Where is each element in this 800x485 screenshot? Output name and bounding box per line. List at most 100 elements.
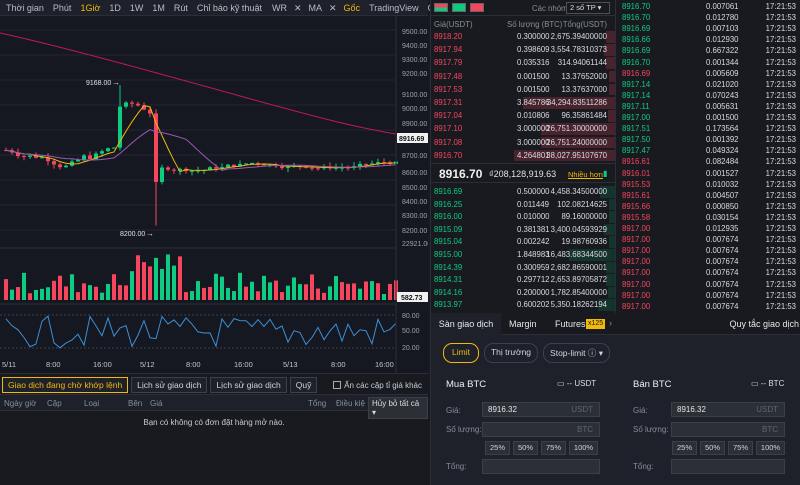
volume-bar (130, 271, 134, 300)
col-price: Giá (150, 399, 163, 408)
trade-row: 8916.69 0.667322 17:21:53 (616, 45, 800, 56)
indicators-button[interactable]: Chỉ báo kỹ thuật (196, 2, 262, 13)
candle-body (346, 167, 350, 169)
ask-row[interactable]: 8917.79 0.035316 314.94061144 (431, 57, 615, 70)
trading-rules-link[interactable]: Quy tắc giao dịch (729, 319, 799, 329)
bid-total: 2,653.89705872 (550, 275, 607, 285)
buy-qty-input[interactable]: BTC (482, 422, 600, 437)
buy-price-input[interactable]: 8916.32 USDT (482, 402, 600, 417)
ask-row[interactable]: 8918.20 0.300000 2,675.39400000 (431, 31, 615, 43)
ask-row[interactable]: 8916.70 4.264801 38,027.95107670 (431, 149, 615, 162)
ask-row[interactable]: 8917.08 3.000000 26,751.24000000 (431, 136, 615, 149)
bid-row[interactable]: 8913.97 0.600202 5,350.18262194 (431, 299, 615, 312)
interval-1h[interactable]: 1Giờ (80, 2, 101, 13)
interval-1d[interactable]: 1D (109, 2, 121, 13)
buy-pct-50[interactable]: 50% (513, 441, 538, 455)
chevron-right-icon[interactable]: › (609, 318, 612, 328)
chart-panel[interactable]: Thời gian Phút 1Giờ 1D 1W 1M Rút Chỉ báo… (0, 0, 472, 373)
collapse-button[interactable]: Rút (173, 2, 188, 13)
interval-1m[interactable]: 1M (152, 2, 165, 13)
bid-row[interactable]: 8916.00 0.010000 89.16000000 (431, 211, 615, 223)
price-chart[interactable]: 9500.00 9400.00 9300.00 9200.00 9100.00 9000.… (0, 16, 431, 373)
buy-pct-100[interactable]: 100% (569, 441, 598, 455)
ask-row[interactable]: 8917.04 0.010806 96.35861484 (431, 110, 615, 122)
volume-bar (10, 289, 14, 300)
tab-margin[interactable]: Margin (509, 319, 537, 329)
cancel-all-button[interactable]: Hủy bỏ tất cả ▾ (368, 397, 428, 419)
tab-trade-history[interactable]: Lịch sử giao dịch (210, 377, 287, 393)
hide-pairs-checkbox[interactable]: Ẩn các cặp tỉ giá khác (333, 381, 426, 390)
bid-row[interactable]: 8914.31 0.297712 2,653.89705872 (431, 274, 615, 286)
bid-qty: 0.600202 (517, 300, 550, 310)
volume-bar (100, 292, 104, 300)
sell-pct-100[interactable]: 100% (756, 441, 785, 455)
close-icon[interactable]: ✕ (293, 2, 302, 13)
layout-both-icon[interactable] (434, 3, 448, 12)
ask-row[interactable]: 8917.53 0.001500 13.37637000 (431, 83, 615, 96)
market-trades: 8916.70 0.007061 17:21:53 8916.70 0.012780 17… (615, 0, 800, 313)
view-original[interactable]: Gốc (343, 2, 361, 13)
sell-pct-75[interactable]: 75% (728, 441, 753, 455)
candle-body (268, 164, 272, 166)
sell-qty-input[interactable]: BTC (671, 422, 785, 437)
tab-order-history[interactable]: Lịch sử giao dịch (131, 377, 208, 393)
ask-row[interactable]: 8917.31 3.845786 34,294.83511286 (431, 97, 615, 109)
volume-bar (274, 280, 278, 300)
sell-price-label: Giá: (633, 406, 648, 415)
layout-bids-icon[interactable] (452, 3, 466, 12)
bid-row[interactable]: 8914.16 0.200000 1,782.85400000 (431, 286, 615, 299)
group-select[interactable]: 2 số TP ▾ (566, 2, 610, 14)
sell-price-input[interactable]: 8916.32 USDT (671, 402, 785, 417)
bid-row[interactable]: 8915.09 0.381381 3,400.04593929 (431, 223, 615, 236)
checkbox-box[interactable] (333, 381, 342, 389)
orders-tabs: Giao dịch đang chờ khớp lệnh Lịch sử gia… (0, 374, 428, 396)
sell-pct-25[interactable]: 25% (672, 441, 697, 455)
tab-futures[interactable]: Futures (555, 319, 586, 329)
close-icon[interactable]: ✕ (329, 2, 337, 13)
bid-row[interactable]: 8916.69 0.500000 4,458.34500000 (431, 186, 615, 198)
tab-open-orders[interactable]: Giao dịch đang chờ khớp lệnh (2, 377, 129, 393)
tab-spot[interactable]: Sàn giao dịch (431, 313, 501, 335)
bid-row[interactable]: 8914.39 0.300959 2,682.86590001 (431, 261, 615, 274)
trade-time: 17:21:53 (765, 301, 796, 311)
buy-pct-25[interactable]: 25% (485, 441, 510, 455)
volume-bar (46, 287, 50, 300)
bid-total: 16,483.68344500 (546, 250, 607, 259)
wallet-icon[interactable]: ▭ (557, 379, 565, 388)
ma-indicator[interactable]: MA (308, 2, 323, 13)
ask-price: 8917.31 (434, 98, 463, 107)
candle-body (214, 167, 218, 169)
layout-asks-icon[interactable] (470, 3, 484, 12)
more-link[interactable]: Nhiều hơn (568, 170, 603, 179)
type-limit[interactable]: Limit (443, 343, 479, 363)
trade-price: 8916.70 (622, 13, 651, 23)
view-tradingview[interactable]: TradingView (369, 2, 419, 13)
bid-row[interactable]: 8915.00 1.848983 16,483.68344500 (431, 249, 615, 261)
wallet-icon[interactable]: ▭ (751, 379, 759, 388)
sell-total-input[interactable] (671, 459, 785, 474)
bar-chart-icon[interactable]: ▮ (603, 169, 608, 178)
type-stop-limit[interactable]: Stop-limit ⓘ ▾ (543, 343, 611, 363)
ask-row[interactable]: 8917.48 0.001500 13.37652000 (431, 70, 615, 83)
bid-row[interactable]: 8915.04 0.002242 19.98760936 (431, 236, 615, 249)
interval-1w[interactable]: 1W (129, 2, 144, 13)
buy-total-input[interactable] (482, 459, 600, 474)
price-axis-label: 8700.00 (402, 153, 427, 160)
ask-total: 13.37652000 (561, 71, 607, 81)
tab-funds[interactable]: Quỹ (289, 377, 318, 393)
bid-row[interactable]: 8916.25 0.011449 102.08214625 (431, 198, 615, 211)
order-book: Các nhóm 2 số TP ▾ Giá(USDT) Số lượng (B… (430, 0, 616, 313)
ask-row[interactable]: 8917.10 3.000000 26,751.30000000 (431, 123, 615, 136)
trade-time: 17:21:53 (765, 290, 796, 300)
type-market[interactable]: Thị trường (483, 343, 539, 363)
wr-indicator[interactable]: WR (271, 2, 287, 13)
buy-pct-75[interactable]: 75% (541, 441, 566, 455)
ask-row[interactable]: 8917.94 0.398609 3,554.78310373 (431, 44, 615, 56)
ask-total: 96.35861484 (561, 111, 607, 121)
help-icon[interactable]: ⓘ (587, 348, 597, 358)
volume-bar (172, 265, 176, 300)
trade-qty: 0.007674 (706, 246, 739, 256)
sell-pct-50[interactable]: 50% (700, 441, 725, 455)
interval-minute[interactable]: Phút (52, 2, 72, 13)
candle-body (130, 102, 134, 104)
